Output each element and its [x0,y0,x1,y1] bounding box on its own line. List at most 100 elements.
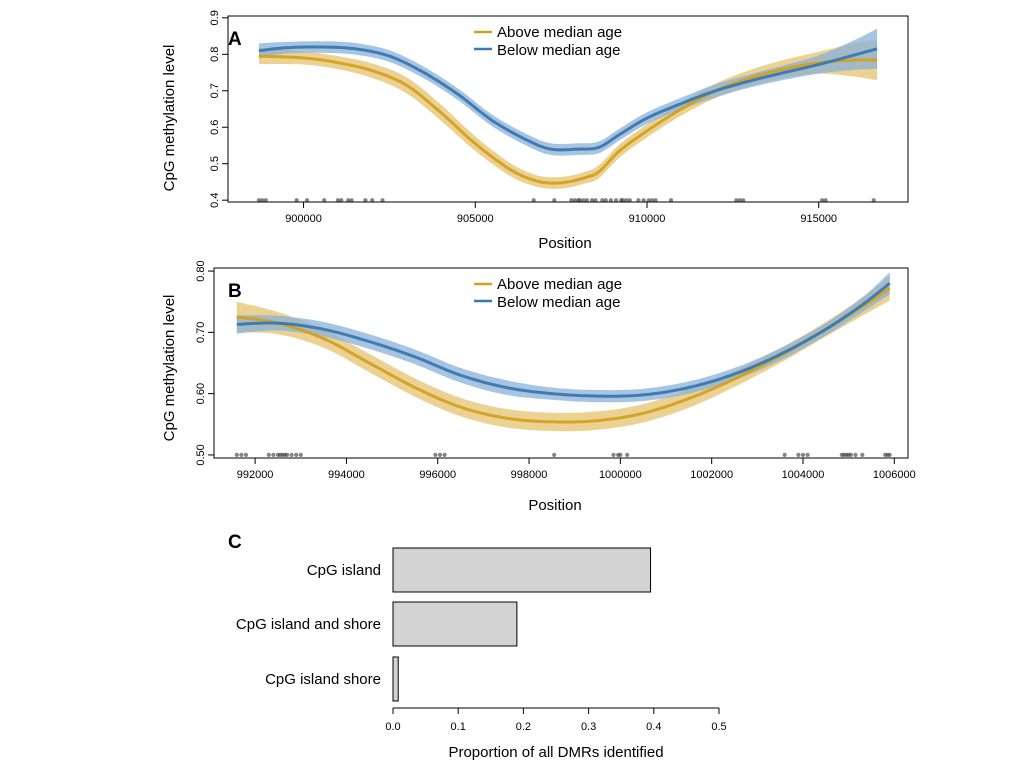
panel-a-y-tick-label: 0.4 [209,193,221,208]
panel-a-y-tick-label: 0.8 [209,47,221,62]
panel-b-rug-point [285,452,290,457]
panel-c-category-label: CpG island shore [265,671,381,688]
panel-a-x-label: Position [538,235,591,252]
panel-b-y-tick-label: 0.50 [195,444,207,465]
panel-b-y-tick-label: 0.80 [195,260,207,281]
panel-a-rug-point [603,198,608,203]
panel-a-x-tick-label: 905000 [457,213,494,225]
panel-b-rug-point [442,452,447,457]
panel-c-x-tick-label: 0.3 [581,721,596,733]
panel-b: B 992000 994000 996000 998000 1000000 1002000… [161,260,916,514]
panel-b-x-tick-label: 1000000 [599,469,642,481]
panel-a-rug-point [741,198,746,203]
panel-a-rug-point [653,198,658,203]
panel-a-y-tick-label: 0.5 [209,156,221,171]
panel-a-rug-point [734,198,739,203]
panel-c-x-tick-label: 0.4 [646,721,661,733]
panel-a-rug-point [380,198,385,203]
panel-b-y-tick-label: 0.60 [195,383,207,404]
panel-b-rug-point [298,452,303,457]
panel-b-legend: Above median age Below median age [474,276,622,311]
panel-c-bar [392,601,518,647]
panel-b-rug-point [887,452,892,457]
panel-c-x-tick-label: 0.5 [711,721,726,733]
panel-a-rug-point [614,198,619,203]
panel-c-x-tick-label: 0.2 [516,721,531,733]
panel-b-rug-point [266,452,271,457]
panel-a-band-below [258,28,878,156]
panel-a-rug-point [593,198,598,203]
panel-a-marks [256,28,878,203]
panel-c-bar [392,656,399,702]
panel-a-letter: A [228,29,242,50]
panel-a-x-tick-label: 910000 [629,213,666,225]
panel-a-rug-point [304,198,310,203]
panel-c-x-tick-label: 0.1 [451,721,466,733]
panel-a-y-label: CpG methylation level [161,45,178,192]
panel-b-rug-point [294,452,299,457]
panel-c-category-label: CpG island [307,562,381,579]
panel-a-rug-point [624,198,629,203]
panel-a-x-tick-label: 915000 [800,213,837,225]
panel-a-rug-point [569,198,574,203]
panel-a-y-tick-label: 0.6 [209,120,221,135]
panel-b-x-tick-label: 992000 [237,469,274,481]
panel-a-line-above [258,54,878,185]
panel-b-rug-point [243,452,249,457]
panel-a-rug-point [650,198,655,203]
panel-b-line-below [236,282,891,398]
panel-a-rug-point [620,198,626,203]
panel-b-x-tick-label: 1002000 [690,469,733,481]
panel-b-x-tick-label: 998000 [511,469,548,481]
panel-a-rug-point [820,198,825,203]
panel-b-x-tick-label: 1004000 [782,469,825,481]
panel-a-rug-point [322,198,327,203]
panel-a-rug-point [531,198,536,203]
panel-a-rug-point [335,198,340,203]
panel-a-rug-point [668,198,674,203]
panel-a-rug-point [627,198,632,203]
panel-a-rug-point [572,198,578,203]
panel-a-x-tick-label: 900000 [285,213,322,225]
panel-b-x-tick-label: 994000 [328,469,365,481]
panel-c-category-label: CpG island and shore [236,616,381,633]
panel-a-y-tick-label: 0.9 [209,10,221,25]
panel-a-rug-point [608,198,614,203]
panel-a-rug-point [577,198,583,203]
panel-b-y-label: CpG methylation level [161,295,178,442]
panel-c-letter: C [228,532,242,553]
panel-a-band-above [258,40,878,189]
panel-b-rug-point [848,452,854,457]
panel-b-rug-point [433,452,438,457]
panel-a-rug-point [263,198,268,203]
panel-a-legend-below-label: Below median age [497,42,620,59]
panel-c-bar [392,547,652,593]
panel-b-rug-point [611,452,616,457]
panel-b-rug-point [782,452,787,457]
panel-b-rug-point [234,452,239,457]
panel-c-x-tick-label: 0.0 [385,721,400,733]
panel-a-rug-point [346,198,351,203]
panel-a-rug-point [636,198,641,203]
panel-b-legend-above-label: Above median age [497,276,622,293]
panel-b-y-tick-label: 0.70 [195,322,207,343]
panel-a-rug-point [871,198,876,203]
panel-a-rug-point [581,198,586,203]
panel-b-rug-point [618,452,623,457]
panel-a-rug-point [349,198,354,203]
panel-a-rug-point [552,198,557,203]
panel-a-rug-point [600,198,605,203]
panel-a-rug-point [256,198,261,203]
panel-b-rug-point [289,452,294,457]
panel-b-rug-point [271,452,276,457]
panel-b-marks [234,272,892,457]
panel-a-rug-point [370,198,375,203]
panel-a-legend: Above median age Below median age [474,24,622,59]
panel-c-axes: 0.0 0.1 0.2 0.3 0.4 0.5 [385,707,727,733]
panel-a-line-below [258,45,878,152]
panel-a-axes: 900000 905000 910000 915000 0.4 0.5 0.6 0.7 0.8 0… [209,10,837,225]
panel-a-rug-point [589,198,595,203]
panel-b-rug-point [625,452,630,457]
panel-b-x-tick-label: 1006000 [873,469,916,481]
